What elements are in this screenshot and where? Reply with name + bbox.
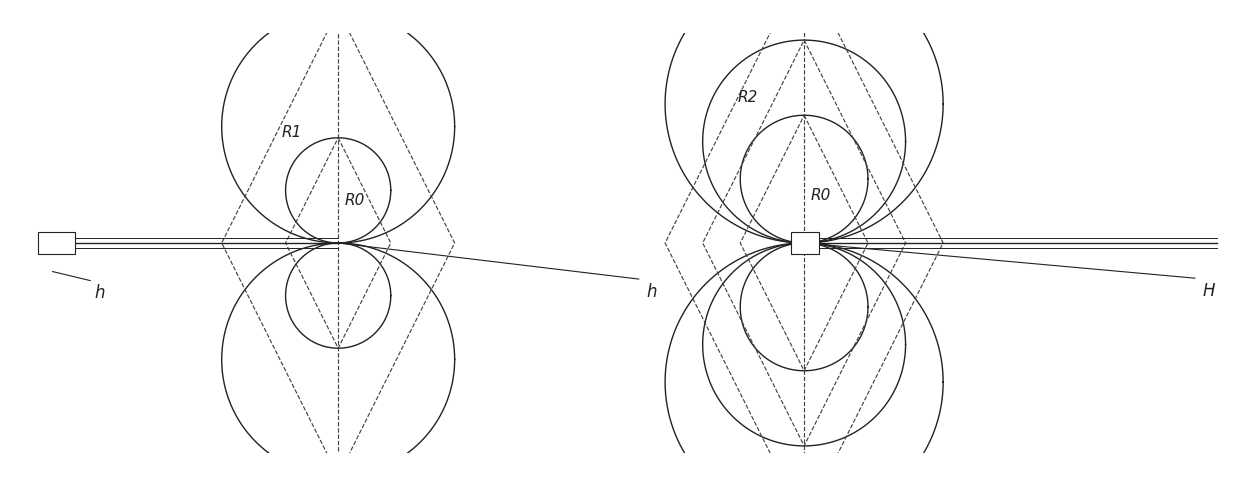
- Text: R0: R0: [811, 188, 831, 203]
- Text: R0: R0: [345, 193, 365, 208]
- Bar: [37, 232, 76, 254]
- Text: R1: R1: [281, 125, 301, 140]
- Text: H: H: [1203, 282, 1215, 300]
- Bar: [791, 232, 820, 254]
- Text: h: h: [94, 284, 104, 302]
- Text: h: h: [646, 283, 657, 301]
- Text: R2: R2: [738, 89, 758, 104]
